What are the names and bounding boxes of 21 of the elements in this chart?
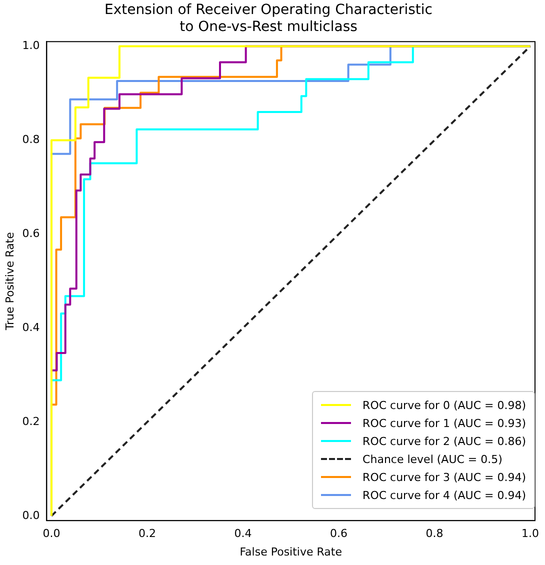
y-tick-label: 0.8	[22, 133, 40, 146]
y-tick-label: 0.0	[22, 508, 40, 522]
y-tick-label: 1.0	[22, 39, 40, 52]
x-tick-label: 1.0	[521, 527, 539, 540]
x-tick-label: 0.8	[426, 527, 444, 540]
chart-title: Extension of Receiver Operating Characteristic to One-vs-Rest multiclass	[104, 2, 432, 35]
x-axis-title: False Positive Rate	[240, 545, 342, 558]
x-tick-label: 0.4	[234, 527, 252, 540]
x-tick-label: 0.2	[138, 527, 156, 540]
legend-label: ROC curve for 1 (AUC = 0.93)	[362, 416, 526, 430]
legend-label: ROC curve for 0 (AUC = 0.98)	[362, 398, 526, 412]
y-tick-label: 0.6	[22, 227, 40, 240]
x-tick-label: 0.0	[42, 527, 60, 540]
legend-label: Chance level (AUC = 0.5)	[362, 452, 502, 466]
legend-label: ROC curve for 3 (AUC = 0.94)	[362, 470, 526, 484]
y-axis-title: True Positive Rate	[3, 232, 16, 332]
legend-label: ROC curve for 2 (AUC = 0.86)	[362, 434, 526, 448]
legend-label: ROC curve for 4 (AUC = 0.94)	[362, 488, 526, 502]
y-tick-label: 0.2	[22, 414, 40, 428]
x-tick-label: 0.6	[330, 527, 348, 540]
y-tick-label: 0.4	[22, 320, 40, 334]
